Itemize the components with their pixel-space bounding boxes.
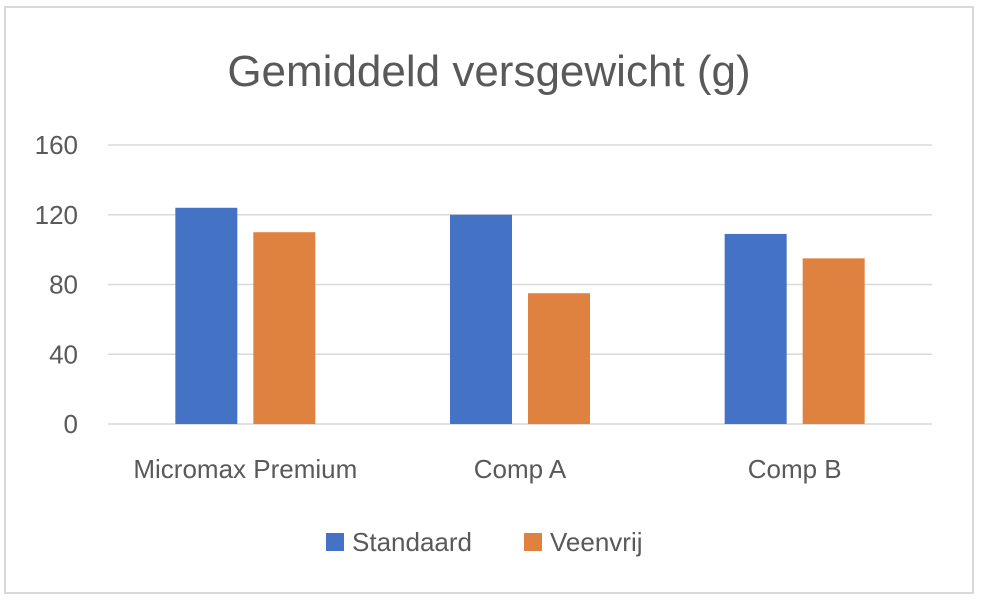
x-axis-labels: Micromax Premium Comp A Comp B <box>133 454 841 484</box>
bar-veenvrij-comp-b <box>802 258 865 424</box>
chart-title: Gemiddeld versgewicht (g) <box>227 47 750 96</box>
y-tick-label: 40 <box>49 339 78 369</box>
bars <box>175 207 865 424</box>
legend-label-standaard: Standaard <box>352 527 472 557</box>
legend: Standaard Veenvrij <box>326 527 643 557</box>
gridlines <box>108 144 932 425</box>
y-tick-label: 0 <box>64 409 78 439</box>
bar-standaard-comp-a <box>450 214 512 424</box>
x-category-label: Comp A <box>474 454 567 484</box>
x-category-label: Comp B <box>748 454 842 484</box>
x-category-label: Micromax Premium <box>133 454 357 484</box>
bar-veenvrij-micromax-premium <box>253 232 316 424</box>
y-tick-label: 160 <box>35 130 78 160</box>
legend-label-veenvrij: Veenvrij <box>550 527 643 557</box>
legend-swatch-veenvrij <box>524 533 542 551</box>
bar-standaard-comp-b <box>724 233 787 424</box>
y-axis-ticks: 0 40 80 120 160 <box>35 130 78 439</box>
y-tick-label: 80 <box>49 270 78 300</box>
y-tick-label: 120 <box>35 200 78 230</box>
bar-veenvrij-comp-a <box>528 293 590 424</box>
bar-standaard-micromax-premium <box>175 207 238 424</box>
legend-swatch-standaard <box>326 533 344 551</box>
